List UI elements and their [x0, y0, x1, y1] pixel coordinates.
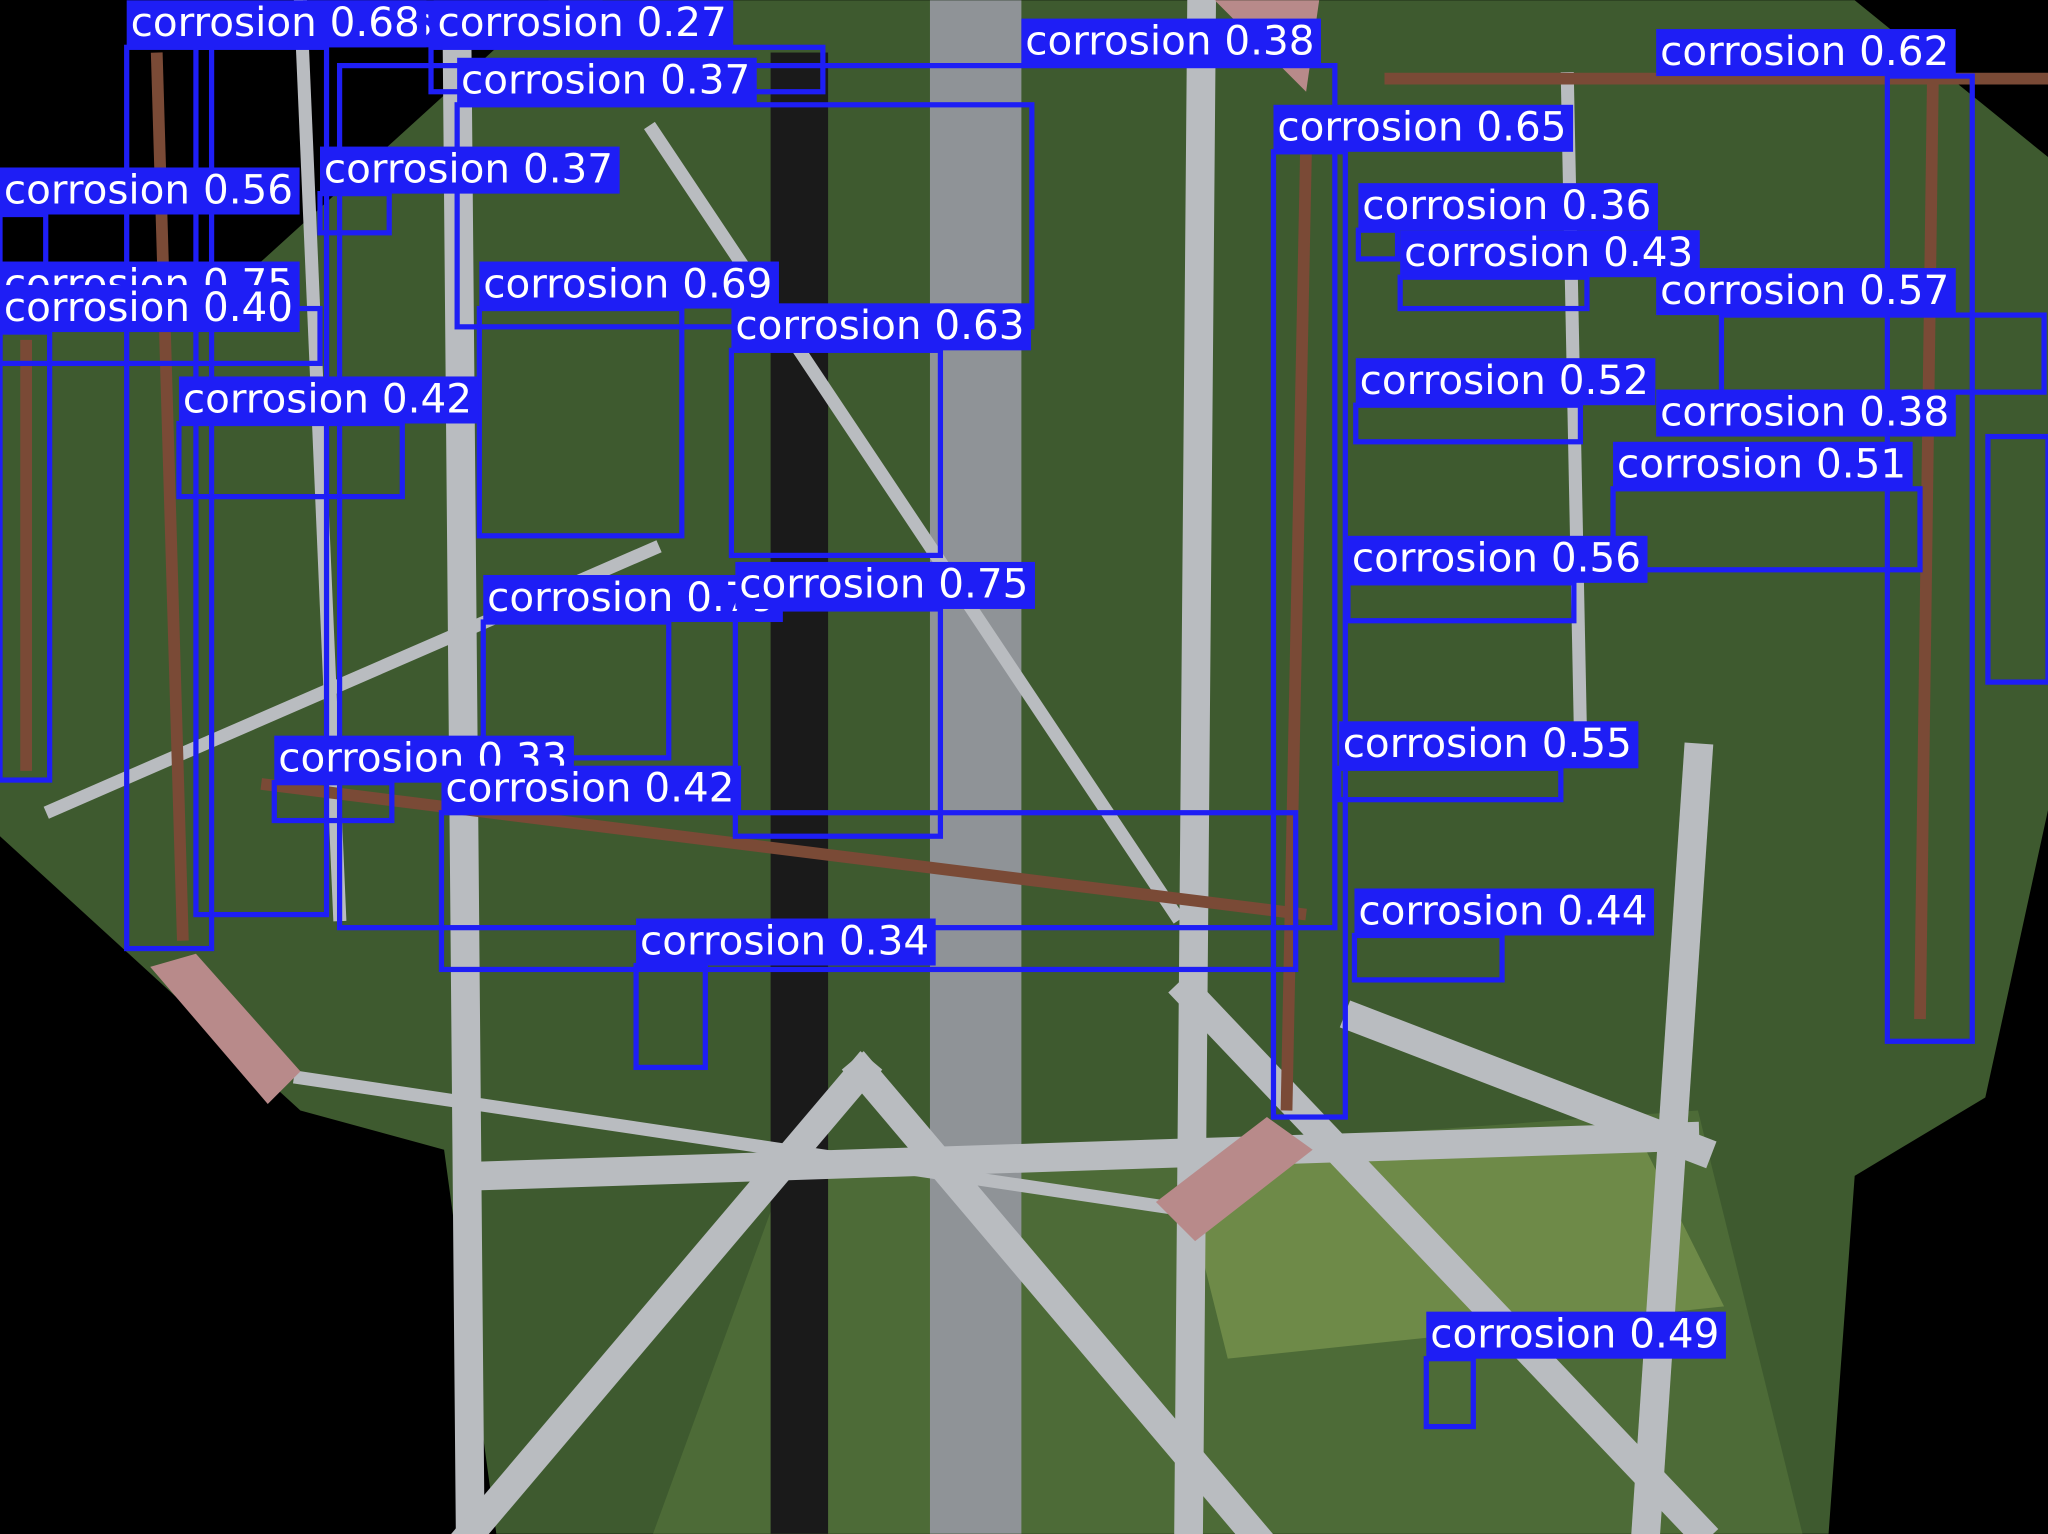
detection-label: corrosion 0.38: [1660, 387, 1949, 435]
detection-label: corrosion 0.65: [1277, 103, 1566, 151]
label-tab: corrosion 0.52: [1355, 356, 1656, 406]
detection-label: corrosion 0.44: [1358, 886, 1647, 934]
label-tab: corrosion 0.42: [178, 374, 479, 424]
label-tab: corrosion 0.68: [126, 0, 427, 48]
label-background: [1273, 104, 1574, 152]
label-tab: corrosion 0.38: [1021, 16, 1321, 66]
label-tab: corrosion 0.37: [320, 144, 620, 194]
label-tab: corrosion 0.65: [1273, 103, 1574, 152]
label-tab: corrosion 0.56: [0, 165, 300, 215]
label-background: [1656, 389, 1956, 437]
detection-label: corrosion 0.68: [131, 0, 420, 46]
label-background: [1426, 1311, 1726, 1359]
detection-label: corrosion 0.79: [487, 573, 776, 621]
label-background: [320, 146, 620, 194]
label-tab: corrosion 0.62: [1656, 27, 1956, 77]
label-background: [735, 561, 1035, 609]
label-background: [1338, 721, 1639, 769]
label-tab: corrosion 0.57: [1656, 266, 1956, 316]
label-tab: corrosion 0.44: [1354, 886, 1655, 936]
label-background: [1656, 268, 1956, 316]
label-tab: corrosion 0.36: [1358, 181, 1658, 231]
label-tab: corrosion 0.49: [1426, 1309, 1726, 1359]
detection-label: corrosion 0.63: [735, 301, 1024, 349]
label-tab: corrosion 0.37: [457, 56, 757, 105]
detection-label: corrosion 0.49: [1430, 1309, 1719, 1357]
detection-label: corrosion 0.36: [1362, 181, 1651, 229]
label-background: [479, 261, 779, 309]
label-background: [1355, 358, 1656, 406]
label-background: [1354, 888, 1655, 936]
label-tab: corrosion 0.34: [636, 916, 936, 966]
label-tab: corrosion 0.56: [1347, 534, 1648, 583]
detection-label: corrosion 0.40: [4, 283, 293, 331]
label-background: [441, 765, 742, 813]
label-background: [457, 57, 757, 105]
detection-label: corrosion 0.27: [438, 0, 727, 46]
detection-label: corrosion 0.43: [1404, 228, 1693, 276]
detection-label: corrosion 0.56: [1352, 534, 1641, 582]
label-tab: corrosion 0.75: [735, 560, 1035, 609]
detection-label: corrosion 0.37: [324, 144, 613, 192]
detection-label: corrosion 0.42: [183, 374, 472, 422]
detection-label: corrosion 0.38: [1025, 16, 1314, 64]
label-background: [1656, 29, 1956, 77]
detection-label: corrosion 0.57: [1660, 266, 1949, 314]
label-background: [483, 575, 783, 623]
label-tab: corrosion 0.63: [731, 301, 1032, 351]
label-tab: corrosion 0.43: [1400, 228, 1700, 278]
label-background: [178, 376, 479, 424]
label-background: [1400, 230, 1700, 278]
label-background: [0, 285, 300, 333]
label-tab: corrosion 0.69: [479, 259, 779, 309]
label-tab: corrosion 0.51: [1613, 440, 1913, 489]
label-tab: corrosion 0.55: [1338, 719, 1639, 769]
detection-label: corrosion 0.51: [1617, 440, 1906, 488]
label-background: [1021, 18, 1321, 66]
label-background: [1613, 441, 1913, 489]
detection-label: corrosion 0.37: [461, 56, 750, 104]
detection-label: corrosion 0.34: [640, 916, 929, 964]
detection-label: corrosion 0.42: [445, 764, 734, 812]
detection-label: corrosion 0.56: [4, 165, 293, 213]
detection-label: corrosion 0.75: [739, 560, 1028, 608]
label-background: [636, 918, 936, 966]
label-background: [1347, 535, 1648, 583]
detection-label: corrosion 0.62: [1660, 27, 1949, 75]
label-background: [126, 0, 427, 48]
label-tab: corrosion 0.42: [441, 764, 742, 813]
label-tab: corrosion 0.27: [433, 0, 734, 48]
detection-label: corrosion 0.69: [483, 259, 772, 307]
label-tab: corrosion 0.79: [483, 573, 783, 623]
label-background: [433, 0, 734, 48]
label-background: [731, 303, 1032, 351]
label-background: [0, 167, 300, 215]
detection-label: corrosion 0.52: [1360, 356, 1649, 404]
label-background: [1358, 183, 1658, 231]
detection-label: corrosion 0.55: [1343, 719, 1632, 767]
label-tab: corrosion 0.38: [1656, 387, 1956, 437]
label-tab: corrosion 0.40: [0, 283, 300, 333]
bounding-box: [438, 810, 1299, 973]
